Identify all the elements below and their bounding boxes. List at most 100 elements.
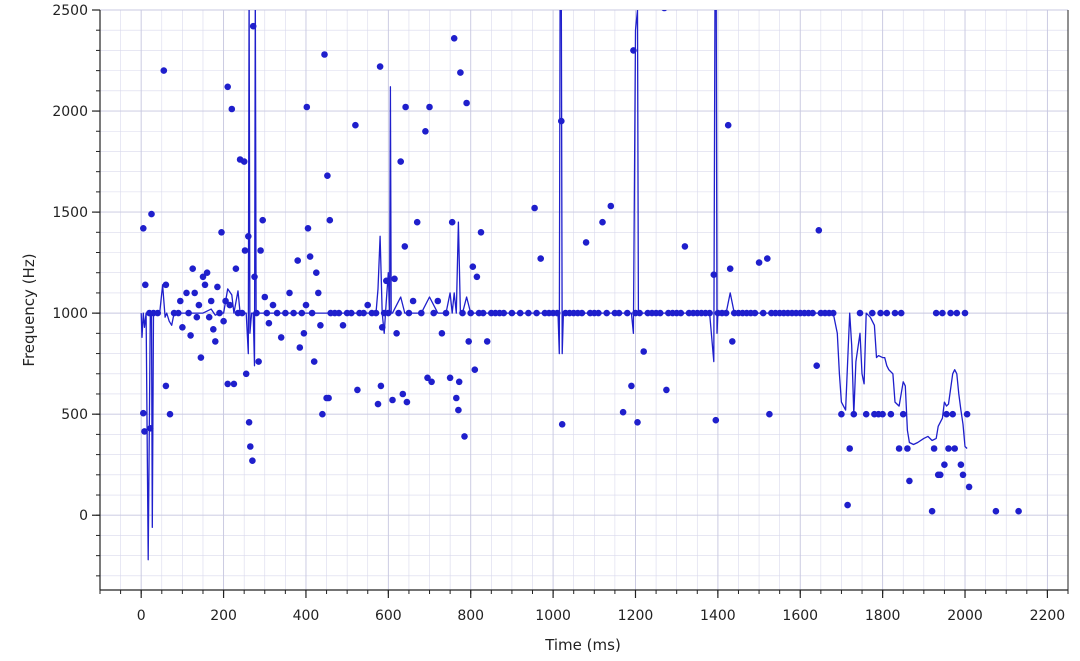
- y-tick-label: 500: [61, 407, 88, 423]
- data-point: [904, 445, 911, 452]
- data-point: [450, 35, 458, 42]
- data-point: [265, 319, 273, 327]
- data-point: [214, 283, 221, 291]
- data-point: [930, 445, 938, 452]
- data-point: [207, 297, 215, 305]
- x-tick-label: 1200: [618, 608, 654, 624]
- data-point: [640, 348, 647, 355]
- data-point: [226, 301, 234, 309]
- data-point: [619, 408, 627, 416]
- data-point: [141, 428, 148, 435]
- data-point: [245, 419, 253, 426]
- data-point: [187, 332, 194, 339]
- data-point: [140, 225, 147, 232]
- data-point: [891, 309, 899, 317]
- y-tick-label: 1500: [52, 205, 88, 221]
- data-point: [247, 443, 254, 450]
- data-point: [446, 374, 454, 382]
- data-point: [712, 416, 720, 424]
- y-tick-label: 2000: [52, 104, 88, 120]
- data-point: [317, 322, 324, 329]
- data-point: [887, 410, 895, 418]
- plot-background: [100, 10, 1068, 590]
- data-point: [324, 172, 331, 179]
- data-point: [428, 378, 435, 386]
- data-point: [193, 313, 201, 321]
- data-point: [197, 354, 205, 361]
- data-point: [354, 386, 361, 394]
- data-point: [963, 410, 971, 418]
- data-point: [965, 483, 973, 491]
- data-point: [241, 247, 249, 254]
- data-point: [203, 269, 211, 277]
- data-point: [815, 227, 823, 234]
- data-point: [438, 330, 446, 337]
- y-axis-title: Frequency (Hz): [20, 253, 38, 366]
- data-point: [949, 410, 956, 418]
- data-point: [957, 461, 965, 469]
- data-point: [961, 309, 969, 317]
- data-point: [959, 471, 967, 479]
- data-point: [764, 255, 771, 262]
- data-point: [483, 338, 491, 345]
- data-point: [210, 326, 217, 333]
- y-tick-label: 0: [79, 508, 88, 524]
- data-point: [477, 229, 485, 236]
- data-point: [766, 410, 773, 418]
- data-point: [426, 103, 433, 111]
- data-point: [230, 380, 238, 388]
- data-point: [374, 400, 382, 408]
- data-point: [755, 259, 763, 266]
- data-point: [389, 396, 396, 404]
- data-point: [255, 358, 262, 365]
- data-point: [162, 382, 170, 390]
- data-point: [448, 218, 456, 226]
- data-point: [599, 218, 606, 226]
- data-point: [313, 269, 320, 277]
- data-point: [879, 410, 886, 418]
- data-point: [302, 301, 310, 309]
- data-point: [899, 410, 907, 418]
- data-point: [148, 210, 155, 218]
- data-point: [947, 309, 954, 317]
- data-point: [269, 301, 277, 309]
- data-point: [177, 297, 184, 305]
- data-point: [434, 297, 442, 305]
- data-point: [729, 338, 736, 345]
- series-layer: [140, 10, 1022, 561]
- data-point: [399, 390, 407, 398]
- x-tick-label: 800: [457, 608, 484, 624]
- data-point: [846, 445, 853, 452]
- data-point: [422, 128, 429, 135]
- data-point: [160, 67, 168, 74]
- x-tick-label: 400: [293, 608, 320, 624]
- data-point: [220, 317, 227, 325]
- data-point: [195, 301, 203, 309]
- data-point: [401, 243, 409, 250]
- data-point: [319, 410, 326, 418]
- data-point: [471, 366, 479, 374]
- data-point: [199, 273, 207, 281]
- data-point: [413, 218, 421, 226]
- data-point: [240, 158, 248, 165]
- data-point: [224, 83, 231, 91]
- data-point: [895, 445, 903, 452]
- pitch-contour-line: [140, 10, 968, 561]
- data-point: [537, 255, 544, 262]
- data-point: [724, 121, 732, 129]
- data-point: [228, 105, 236, 113]
- data-point: [376, 63, 384, 70]
- data-point: [531, 204, 538, 212]
- data-point: [937, 471, 944, 479]
- data-point: [628, 382, 635, 390]
- data-point: [242, 370, 250, 378]
- data-point: [391, 275, 398, 283]
- data-point: [296, 344, 304, 351]
- data-point: [992, 507, 1000, 515]
- data-point: [201, 281, 209, 289]
- data-point: [286, 289, 293, 297]
- x-tick-label: 2200: [1030, 608, 1066, 624]
- x-axis-title: Time (ms): [544, 636, 621, 654]
- data-point: [430, 309, 438, 317]
